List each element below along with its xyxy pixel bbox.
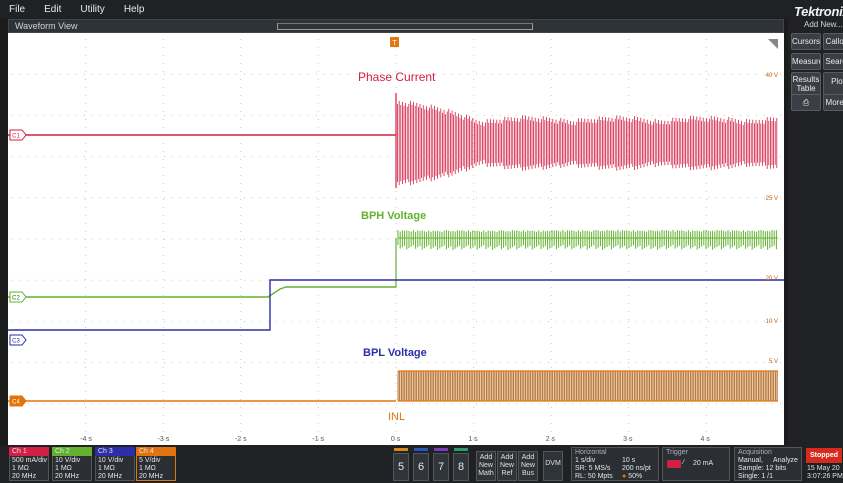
- menu-help[interactable]: Help: [123, 4, 145, 15]
- results-table-button[interactable]: Results Table: [791, 72, 821, 96]
- settings-bar: Ch 1 500 mA/div 1 MΩ 20 MHz Ch 2 10 V/di…: [0, 445, 843, 483]
- trigger-position-marker[interactable]: T: [390, 37, 399, 47]
- time-tick-label: -4 s: [80, 436, 92, 443]
- graticule-grid: [12, 39, 781, 440]
- ch2-offset-marker[interactable]: C2: [9, 291, 27, 303]
- time-tick-label: -2 s: [235, 436, 247, 443]
- add-bus-button[interactable]: Add New Bus: [518, 451, 538, 481]
- waveform-graticule[interactable]: T C1 C2 C3: [8, 33, 784, 445]
- ch8-button[interactable]: 8: [453, 448, 469, 481]
- time-tick-label: 0 s: [391, 436, 401, 443]
- ch4-offset-marker[interactable]: C4: [9, 395, 27, 407]
- bpl-voltage-label: BPL Voltage: [363, 347, 427, 359]
- waveform-view-header: Waveform View: [8, 19, 784, 33]
- add-new-label: Add New...: [804, 20, 843, 29]
- ch1-switching-trace: [395, 93, 778, 188]
- inl-label: INL: [388, 411, 405, 423]
- brand-logo: Tektronix: [794, 4, 843, 19]
- search-button[interactable]: Search: [823, 53, 843, 70]
- ch5-button[interactable]: 5: [393, 448, 409, 481]
- menu-file[interactable]: File: [9, 4, 26, 15]
- acquisition-settings[interactable]: Acquisition Manual, Analyze Sample: 12 b…: [734, 447, 802, 481]
- trigger-marker-label: T: [392, 40, 397, 47]
- bph-voltage-label: BPH Voltage: [361, 210, 426, 222]
- time-tick-label: 4 s: [701, 436, 711, 443]
- add-ref-button[interactable]: Add New Ref: [497, 451, 517, 481]
- position-icon: ●: [622, 473, 627, 480]
- ch3-badge[interactable]: Ch 3 10 V/div 1 MΩ 20 MHz: [95, 447, 135, 481]
- date-time: 15 May 20 3:07:26 PM: [807, 465, 843, 480]
- ch2-switching-trace: [395, 230, 778, 287]
- ch2-ramp-trace: [8, 286, 396, 298]
- menu-bar: File Edit Utility Help: [0, 0, 790, 19]
- corner-collapse-icon[interactable]: [768, 39, 778, 49]
- ch3-offset-marker[interactable]: C3: [9, 334, 27, 346]
- record-overview[interactable]: [277, 23, 533, 30]
- time-tick-label: 3 s: [623, 436, 633, 443]
- ch1-burst-path: [395, 100, 778, 186]
- ch4-badge[interactable]: Ch 4 5 V/div 1 MΩ 20 MHz: [136, 447, 176, 481]
- ch7-button[interactable]: 7: [433, 448, 449, 481]
- cursors-button[interactable]: Cursors: [791, 33, 821, 50]
- side-panel: Tektronix Add New... Cursors Callout Mea…: [788, 0, 843, 483]
- screenshot-icon: ⎙: [802, 98, 810, 107]
- scale-label-10v: 10 V: [766, 319, 778, 325]
- scale-label-40v: 40 V: [766, 73, 778, 79]
- ch1-offset-marker[interactable]: C1: [9, 129, 27, 141]
- scale-label-5v: 5 V: [769, 359, 778, 365]
- scale-label-25v: 25 V: [766, 196, 778, 202]
- menu-edit[interactable]: Edit: [44, 4, 62, 15]
- horizontal-settings[interactable]: Horizontal 1 s/div 10 s SR: 5 MS/s 200 n…: [571, 447, 659, 481]
- time-tick-label: 1 s: [468, 436, 478, 443]
- menu-utility[interactable]: Utility: [80, 4, 105, 15]
- svg-text:C1: C1: [12, 134, 20, 140]
- ch4-burst-path: [397, 371, 778, 401]
- trigger-settings[interactable]: Trigger ⁄ 20 mA: [662, 447, 730, 481]
- dvm-button[interactable]: DVM: [543, 451, 563, 481]
- time-tick-label: -3 s: [158, 436, 170, 443]
- screenshot-button[interactable]: ⎙: [791, 94, 821, 111]
- measure-button[interactable]: Measure: [791, 53, 821, 70]
- ch3-trace: [8, 279, 784, 331]
- time-axis: -4 s -3 s -2 s -1 s 0 s 1 s 2 s 3 s 4 s: [80, 436, 710, 443]
- more-button[interactable]: More...: [823, 94, 843, 111]
- callout-button[interactable]: Callout: [823, 33, 843, 50]
- time-tick-label: 2 s: [546, 436, 556, 443]
- plot-button[interactable]: Plot: [823, 72, 843, 96]
- ch6-button[interactable]: 6: [413, 448, 429, 481]
- ch4-burst-fill: [398, 371, 778, 401]
- phase-current-label: Phase Current: [358, 70, 436, 84]
- add-math-button[interactable]: Add New Math: [476, 451, 496, 481]
- scale-label-20v: 20 V: [766, 276, 778, 282]
- ch2-badge[interactable]: Ch 2 10 V/div 1 MΩ 20 MHz: [52, 447, 92, 481]
- trigger-source-swatch: [667, 460, 681, 468]
- svg-text:C2: C2: [12, 296, 20, 302]
- time-tick-label: -1 s: [312, 436, 324, 443]
- svg-text:C3: C3: [12, 339, 20, 345]
- trigger-slope-icon: ⁄: [683, 459, 685, 466]
- svg-text:C4: C4: [12, 400, 20, 406]
- ch2-burst-path: [397, 230, 777, 250]
- ch1-badge[interactable]: Ch 1 500 mA/div 1 MΩ 20 MHz: [9, 447, 49, 481]
- waveform-svg: T C1 C2 C3: [8, 37, 784, 443]
- run-stop-status[interactable]: Stopped: [806, 448, 842, 463]
- waveform-view-title: Waveform View: [15, 21, 78, 31]
- ch4-switching-trace: [397, 370, 778, 402]
